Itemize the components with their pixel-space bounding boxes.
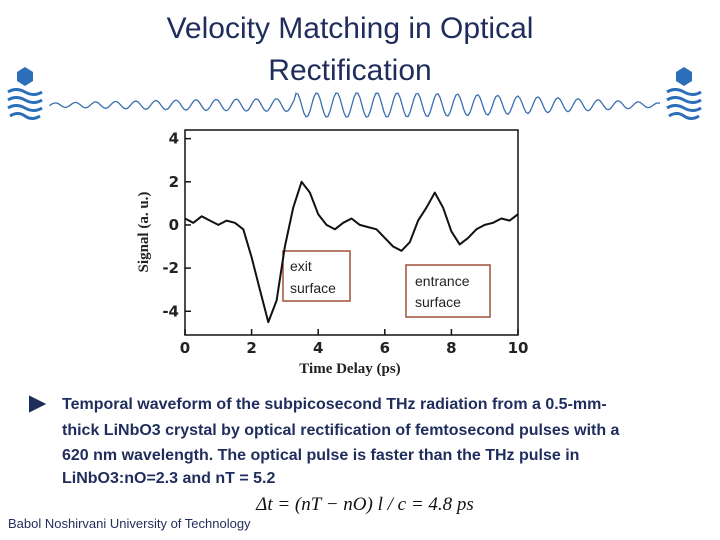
plot-frame bbox=[184, 129, 519, 336]
y-tick-label: -2 bbox=[162, 259, 179, 277]
waveform bbox=[184, 180, 519, 324]
bullet-line: LiNbO3:nO=2.3 and nT = 5.2 bbox=[62, 470, 275, 487]
x-tick-label: 4 bbox=[313, 339, 323, 357]
y-tick-label: 0 bbox=[169, 216, 179, 234]
annotation-text: exit bbox=[290, 258, 312, 274]
y-tick-label: -4 bbox=[162, 302, 179, 320]
bullet-line: thick LiNbO3 crystal by optical rectific… bbox=[62, 422, 620, 439]
x-tick-label: 8 bbox=[446, 339, 456, 357]
annotation-text: surface bbox=[415, 294, 461, 310]
annotation-entrance: entrance surface bbox=[405, 264, 491, 318]
y-tick-label: 2 bbox=[169, 173, 179, 191]
bullet-line: Temporal waveform of the subpicosecond T… bbox=[62, 396, 607, 413]
title-line: Velocity Matching in Optical bbox=[167, 12, 534, 45]
x-axis-label: Time Delay (ps) bbox=[299, 361, 400, 377]
footer: Babol Noshirvani University of Technolog… bbox=[8, 516, 251, 531]
title-line: Rectification bbox=[268, 54, 431, 87]
annotation-text: surface bbox=[290, 280, 336, 296]
annotation-text: entrance bbox=[415, 273, 470, 289]
y-axis-label: Signal (a. u.) bbox=[136, 192, 152, 273]
annotation-exit: exit surface bbox=[282, 250, 351, 302]
bullet-line: 620 nm wavelength. The optical pulse is … bbox=[62, 447, 579, 464]
bullet-arrow bbox=[29, 395, 47, 413]
y-tick-label: 4 bbox=[169, 130, 179, 148]
logo-left bbox=[7, 67, 43, 120]
x-tick-label: 0 bbox=[180, 339, 190, 357]
annotation-box bbox=[405, 264, 491, 318]
x-tick-label: 2 bbox=[246, 339, 256, 357]
x-tick-label: 10 bbox=[508, 339, 529, 357]
x-tick-label: 6 bbox=[380, 339, 390, 357]
formula: Δt = (nT − nO) l / c = 4.8 ps bbox=[255, 494, 474, 515]
logo-right bbox=[666, 67, 702, 120]
decorative-wave bbox=[49, 92, 661, 118]
annotation-box bbox=[282, 250, 351, 302]
